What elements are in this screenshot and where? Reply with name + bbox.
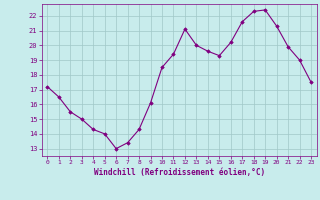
X-axis label: Windchill (Refroidissement éolien,°C): Windchill (Refroidissement éolien,°C) (94, 168, 265, 177)
